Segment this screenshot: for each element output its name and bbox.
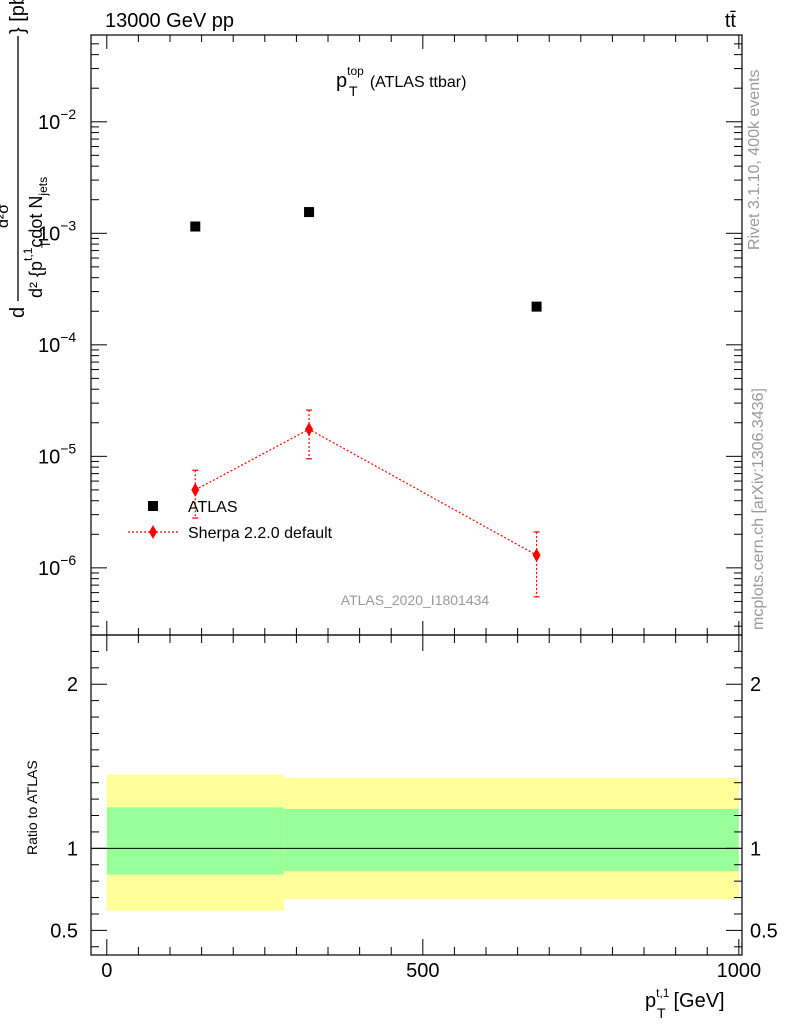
ratio-y-tick-label-right: 0.5 <box>750 920 778 942</box>
svg-text:d: d <box>7 307 29 318</box>
energy-label: 13000 GeV pp <box>105 10 234 32</box>
main-y-tick-label: 10−2 <box>38 106 76 134</box>
ratio-y-tick-label-right: 1 <box>750 838 761 860</box>
x-tick-label: 1000 <box>717 960 762 982</box>
main-y-tick-label: 10−5 <box>38 440 76 468</box>
ratio-bands <box>106 774 739 911</box>
legend-sherpa-marker <box>149 525 157 539</box>
legend: ATLAS Sherpa 2.2.0 default <box>128 499 333 542</box>
main-y-tick-label: 10−4 <box>38 329 76 357</box>
main-panel: 10−6 10−5 10−4 10−3 10−2 ptop(ATLAS ttbar) T… <box>0 0 743 636</box>
y-title-denominator-subscript: T <box>39 240 53 248</box>
legend-atlas-label: ATLAS <box>188 499 238 516</box>
ratio-band-stat <box>106 807 284 875</box>
legend-sherpa-label: Sherpa 2.2.0 default <box>188 525 333 542</box>
plot-title-subscript: T <box>349 83 358 99</box>
y-title-unit: } [pb/GeV] <box>7 0 29 34</box>
x-axis-title: pt,1 [GeV] <box>645 986 725 1012</box>
series-lines <box>192 409 540 598</box>
main-y-tick-label: 10−6 <box>38 552 76 580</box>
ratio-axis-ticks <box>91 634 742 955</box>
mcplots-label: mcplots.cern.ch [arXiv:1306.3436] <box>750 388 767 630</box>
rivet-version-label: Rivet 3.1.10, 400k events <box>746 69 763 250</box>
analysis-id: ATLAS_2020_I1801434 <box>341 592 490 608</box>
x-tick-label: 500 <box>406 960 439 982</box>
sherpa-data-point <box>305 422 314 437</box>
sherpa-data-point <box>532 548 541 563</box>
ratio-panel: 0.5 0.5 1 1 2 2 0 500 1000 Ratio to ATLAS pt,1 [G… <box>24 634 778 1021</box>
y-title-denominator: d² {pt,1cdot Njets <box>21 177 50 298</box>
ratio-y-tick-label-left: 1 <box>67 838 78 860</box>
atlas-data-point <box>304 207 315 218</box>
ratio-y-tick-label-right: 2 <box>750 674 761 696</box>
ratio-y-tick-label-left: 2 <box>67 674 78 696</box>
ratio-band-stat <box>283 808 739 872</box>
y-title-numerator: d²σfid <box>0 191 12 228</box>
main-y-axis-title: d d²σfid d² {pt,1cdot Njets T } [pb/GeV] <box>0 0 53 318</box>
x-tick-label: 0 <box>101 960 112 982</box>
series-marks <box>190 207 542 563</box>
ratio-tick-labels: 0.5 0.5 1 1 2 2 0 500 1000 <box>50 674 778 982</box>
process-label: tt̄ <box>725 10 737 32</box>
ratio-frame <box>90 634 743 956</box>
ratio-y-axis-title: Ratio to ATLAS <box>24 760 40 855</box>
ratio-y-tick-label-left: 0.5 <box>50 920 78 942</box>
main-frame <box>90 34 743 636</box>
main-y-tick-label: 10−3 <box>38 217 76 245</box>
legend-atlas-marker <box>148 501 158 511</box>
plot-title: ptop(ATLAS ttbar) <box>336 64 466 92</box>
x-axis-title-subscript: T <box>657 1005 666 1021</box>
sherpa-data-point <box>191 482 200 497</box>
main-axis-ticks <box>91 34 742 635</box>
atlas-data-point <box>531 301 542 312</box>
main-y-tick-labels: 10−6 10−5 10−4 10−3 10−2 <box>38 106 76 580</box>
atlas-data-point <box>190 221 201 232</box>
